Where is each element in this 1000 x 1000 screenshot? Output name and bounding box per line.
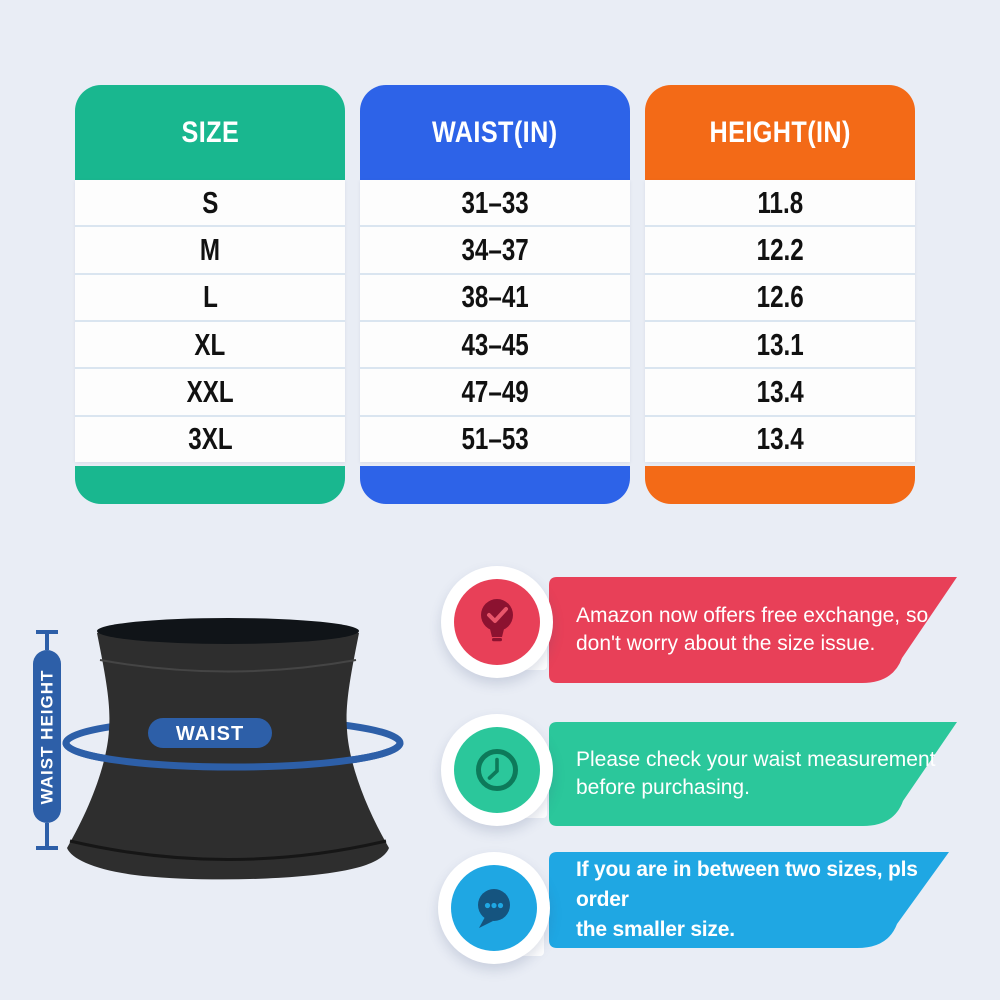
top-seam-line xyxy=(99,659,357,673)
height-column-header: HEIGHT(IN) xyxy=(645,85,915,180)
banner-line: Amazon now offers free exchange, so xyxy=(576,604,929,627)
cell-value: 51–53 xyxy=(461,421,529,457)
waist-trainer-rim xyxy=(97,618,359,644)
table-cell: 13.4 xyxy=(645,369,915,417)
height-measure-ticks xyxy=(36,630,58,850)
waist-header-label: WAIST(IN) xyxy=(432,115,558,149)
cell-value: 38–41 xyxy=(461,279,529,315)
banner-text-sizing-advice: If you are in between two sizes, pls ord… xyxy=(576,852,956,948)
chat-dots-icon xyxy=(478,889,510,928)
table-cell: 3XL xyxy=(75,417,345,462)
cell-value: M xyxy=(199,231,221,267)
table-cell: S xyxy=(75,180,345,228)
waist-column-body: 31–33 34–37 38–41 43–45 47–49 51–53 xyxy=(360,180,630,462)
waist-trainer-body xyxy=(67,622,389,880)
banner-text-measurement: Please check your waist measurement befo… xyxy=(576,722,956,826)
cell-value: 3XL xyxy=(187,421,233,457)
cell-value: XXL xyxy=(186,373,234,409)
size-column-footer-cap xyxy=(75,466,345,504)
table-cell: 13.4 xyxy=(645,417,915,462)
banner-line: If you are in between two sizes, pls ord… xyxy=(576,858,918,911)
table-cell: 34–37 xyxy=(360,227,630,275)
size-header-label: SIZE xyxy=(181,115,239,149)
table-cell: 12.2 xyxy=(645,227,915,275)
height-header-label: HEIGHT(IN) xyxy=(709,115,851,149)
banner-line: don't worry about the size issue. xyxy=(576,632,876,655)
table-cell: 12.6 xyxy=(645,275,915,322)
cell-value: 13.1 xyxy=(756,326,804,362)
size-column-body: S M L XL XXL 3XL xyxy=(75,180,345,462)
cell-value: 11.8 xyxy=(757,184,803,220)
table-cell: 51–53 xyxy=(360,417,630,462)
height-column-footer-cap xyxy=(645,466,915,504)
table-cell: 13.1 xyxy=(645,322,915,370)
table-cell: 47–49 xyxy=(360,369,630,417)
banner-shape-measurement xyxy=(549,722,957,826)
cell-value: 31–33 xyxy=(461,184,529,220)
waist-column-header: WAIST(IN) xyxy=(360,85,630,180)
banner-text-exchange: Amazon now offers free exchange, so don'… xyxy=(576,577,956,683)
waist-label: WAIST xyxy=(176,723,244,745)
banner-shape-sizing-advice xyxy=(549,852,949,948)
bottom-seam-line xyxy=(69,839,387,861)
cell-value: XL xyxy=(194,326,226,362)
table-cell: 31–33 xyxy=(360,180,630,228)
table-cell: 38–41 xyxy=(360,275,630,322)
table-cell: M xyxy=(75,227,345,275)
waist-column-footer-cap xyxy=(360,466,630,504)
cell-value: 13.4 xyxy=(756,373,804,409)
table-cell: L xyxy=(75,275,345,322)
size-column-header: SIZE xyxy=(75,85,345,180)
banner-line: the smaller size. xyxy=(576,918,735,941)
waist-trainer-illustration: WAIST HEIGHT WAIST xyxy=(33,618,404,880)
waist-measure-ellipse-front xyxy=(62,743,404,771)
cell-value: 13.4 xyxy=(756,421,804,457)
cell-value: S xyxy=(201,184,219,220)
waist-height-pill xyxy=(33,650,61,823)
table-cell: 43–45 xyxy=(360,322,630,370)
lightbulb-check-icon xyxy=(481,599,513,642)
cell-value: 12.2 xyxy=(756,231,804,267)
height-column-body: 11.8 12.2 12.6 13.1 13.4 13.4 xyxy=(645,180,915,462)
table-cell: XL xyxy=(75,322,345,370)
clock-icon xyxy=(476,749,518,791)
cell-value: 43–45 xyxy=(461,326,529,362)
cell-value: L xyxy=(202,279,218,315)
banner-line: Please check your waist measurement xyxy=(576,748,936,771)
banner-line: before purchasing. xyxy=(576,776,750,799)
cell-value: 47–49 xyxy=(461,373,529,409)
waist-height-label: WAIST HEIGHT xyxy=(38,670,57,805)
table-cell: 11.8 xyxy=(645,180,915,228)
waist-pill xyxy=(148,718,272,748)
banner-shape-exchange xyxy=(549,577,957,683)
table-cell: XXL xyxy=(75,369,345,417)
cell-value: 34–37 xyxy=(461,231,529,267)
cell-value: 12.6 xyxy=(756,279,804,315)
